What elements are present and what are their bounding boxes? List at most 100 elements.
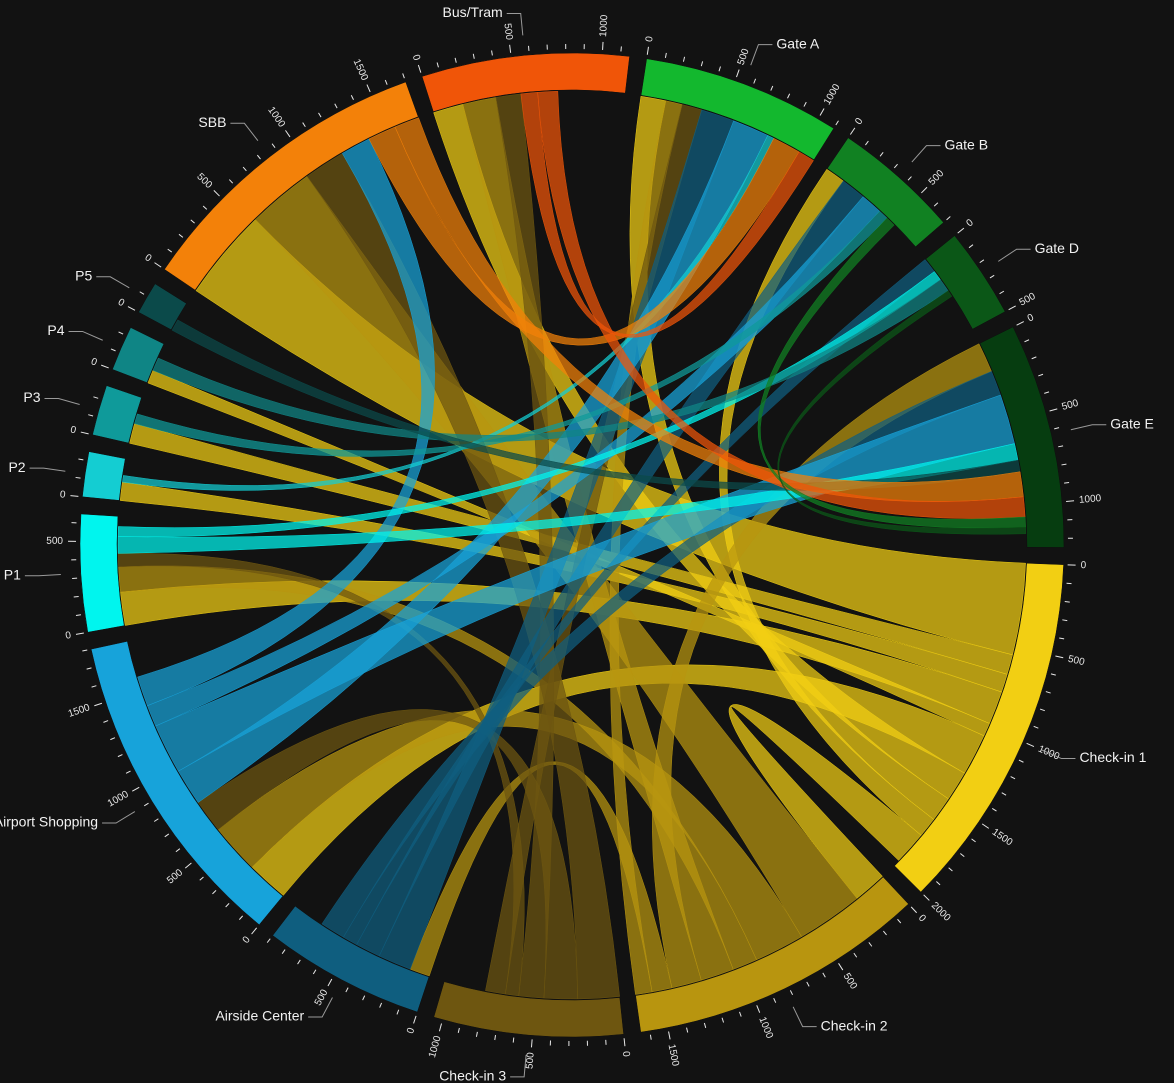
- tick-mark: [167, 248, 173, 253]
- tick-label: 500: [165, 867, 185, 886]
- tick-mark: [164, 833, 170, 838]
- tick-mark: [184, 862, 192, 869]
- arc-p2[interactable]: [82, 451, 126, 501]
- arc-gate-b[interactable]: [827, 137, 944, 248]
- tick-mark: [1045, 691, 1051, 694]
- tick-mark: [73, 595, 79, 598]
- arc-p3[interactable]: [92, 385, 142, 444]
- leader-line: [911, 145, 941, 163]
- tick-mark: [125, 770, 131, 774]
- tick-mark: [879, 152, 884, 157]
- group-label-check-in-2: Check-in 2: [821, 1017, 888, 1033]
- arc-gate-a[interactable]: [640, 58, 835, 161]
- arc-airside-center[interactable]: [272, 905, 430, 1013]
- tick-mark: [438, 1023, 443, 1032]
- tick-mark: [646, 46, 649, 55]
- tick-mark: [948, 867, 953, 872]
- ribbon-41: [777, 290, 1027, 535]
- tick-mark: [770, 85, 774, 91]
- group-label-bus-tram: Bus/Tram: [443, 4, 503, 20]
- tick-label: 0: [65, 630, 73, 642]
- tick-mark: [202, 205, 208, 210]
- arc-p1[interactable]: [79, 513, 125, 633]
- ribbon-4: [147, 370, 990, 737]
- tick-mark: [668, 1031, 671, 1040]
- tick-mark: [82, 649, 88, 652]
- tick-mark: [366, 84, 371, 93]
- group-label-p3: P3: [23, 389, 40, 405]
- group-label-check-in-3: Check-in 3: [439, 1068, 506, 1083]
- arc-p5[interactable]: [138, 283, 187, 331]
- leader-line: [68, 330, 103, 341]
- tick-mark: [281, 949, 286, 954]
- tick-mark: [1033, 725, 1039, 729]
- group-label-airside-center: Airside Center: [215, 1008, 304, 1024]
- tick-mark: [436, 62, 439, 68]
- arc-gate-d[interactable]: [925, 235, 1006, 330]
- tick-label: 0: [69, 424, 77, 436]
- tick-label: 500: [194, 171, 214, 191]
- tick-mark: [1026, 742, 1035, 748]
- group-label-gate-a: Gate A: [776, 35, 819, 51]
- arc-check-in-2[interactable]: [635, 876, 909, 1033]
- tick-mark: [883, 930, 887, 936]
- arc-sbb[interactable]: [164, 81, 419, 291]
- tick-mark: [362, 995, 366, 1001]
- tick-mark: [302, 122, 306, 128]
- tick-mark: [101, 364, 109, 369]
- arc-bus-tram[interactable]: [421, 52, 630, 112]
- leader-line: [29, 467, 66, 472]
- tick-mark: [131, 786, 140, 792]
- tick-mark: [1054, 427, 1060, 430]
- tick-mark: [849, 127, 856, 135]
- tick-label: 0: [964, 217, 976, 229]
- tick-mark: [225, 903, 230, 908]
- arc-gate-e[interactable]: [979, 326, 1065, 548]
- arc-check-in-3[interactable]: [433, 981, 624, 1038]
- tick-mark: [682, 56, 686, 62]
- tick-mark: [454, 57, 457, 63]
- arc-airport-shopping[interactable]: [90, 641, 284, 926]
- tick-mark: [923, 894, 930, 901]
- tick-mark: [190, 219, 195, 224]
- tick-mark: [396, 1009, 400, 1015]
- tick-mark: [753, 78, 757, 84]
- group-label-sbb: SBB: [198, 114, 226, 130]
- tick-mark: [91, 685, 97, 688]
- tick-mark: [979, 259, 985, 264]
- tick-label: 1000: [756, 1015, 775, 1040]
- tick-mark: [991, 808, 997, 812]
- leader-line: [750, 44, 773, 66]
- tick-mark: [530, 1039, 533, 1048]
- arc-p4[interactable]: [112, 327, 165, 383]
- tick-mark: [897, 918, 902, 924]
- tick-mark: [110, 737, 116, 741]
- tick-label: 0: [405, 1026, 417, 1035]
- group-label-gate-d: Gate D: [1035, 240, 1079, 256]
- leader-line: [1041, 749, 1076, 760]
- tick-mark: [773, 997, 777, 1003]
- ribbon-30: [117, 443, 1019, 554]
- tick-label: 1000: [265, 105, 287, 130]
- tick-mark: [75, 476, 81, 479]
- tick-mark: [494, 1034, 497, 1041]
- tick-mark: [472, 53, 475, 59]
- tick-mark: [981, 823, 990, 829]
- tick-mark: [75, 632, 84, 635]
- tick-mark: [334, 103, 338, 109]
- tick-mark: [175, 848, 181, 853]
- tick-mark: [957, 227, 965, 234]
- tick-mark: [960, 853, 965, 858]
- tick-mark: [868, 942, 873, 947]
- tick-mark: [999, 290, 1005, 295]
- tick-mark: [893, 163, 898, 169]
- tick-mark: [110, 348, 116, 352]
- group-label-airport-shopping: Airport Shopping: [0, 814, 98, 830]
- tick-mark: [838, 963, 844, 971]
- tick-mark: [139, 291, 145, 295]
- tick-mark: [413, 1015, 417, 1024]
- tick-mark: [1066, 500, 1075, 502]
- arc-check-in-1[interactable]: [894, 562, 1064, 893]
- tick-mark: [968, 244, 974, 249]
